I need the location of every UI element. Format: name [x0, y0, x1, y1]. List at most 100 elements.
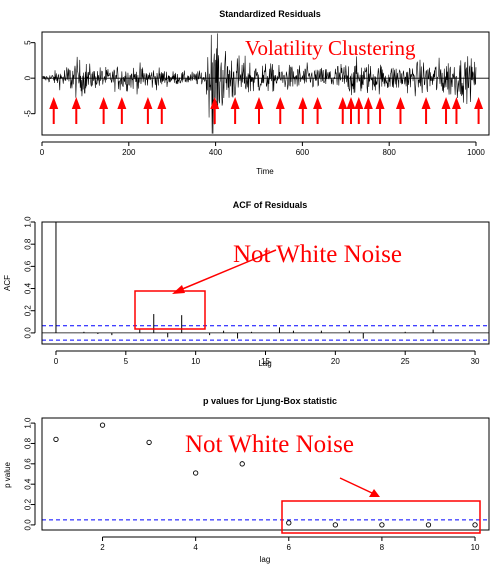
ljung-box-highlight-box [281, 500, 481, 534]
ljung-box-x-tick-label: 8 [380, 543, 385, 552]
residuals-plot-area [42, 33, 489, 134]
cluster-arrow-head [71, 97, 81, 109]
acf-highlight-box [134, 290, 206, 330]
residuals-x-tick-label: 600 [296, 148, 310, 157]
ljung-box-x-tick-label: 2 [100, 543, 105, 552]
cluster-arrow-head [254, 97, 264, 109]
residuals-x-label: Time [256, 167, 274, 176]
cluster-arrow-head [395, 97, 405, 109]
ljung-box-title: p values for Ljung-Box statistic [203, 396, 337, 406]
ljung-box-panel: p values for Ljung-Box statistic 2 4 6 8 10 … [3, 396, 490, 564]
cluster-arrow-head [117, 97, 127, 109]
ljung-box-y-tick-label: 0.2 [24, 498, 33, 510]
cluster-markers [49, 97, 484, 124]
acf-x-tick-label: 0 [54, 357, 59, 366]
residuals-x-tick-label: 0 [40, 148, 45, 157]
ljung-box-x-axis: 2 4 6 8 10 [100, 536, 480, 552]
acf-x-label: Lag [258, 359, 271, 368]
residuals-panel: Standardized Residuals 0 200 400 600 800 1000… [24, 9, 490, 176]
volatility-clustering-annotation: Volatility Clustering [245, 36, 416, 60]
acf-y-tick-label: 1.0 [24, 216, 33, 228]
p-value-point [146, 439, 152, 446]
acf-plot-frame [41, 221, 490, 345]
residuals-title: Standardized Residuals [219, 9, 321, 19]
cluster-arrow-head [441, 97, 451, 109]
acf-x-tick-label: 10 [191, 357, 200, 366]
ljung-box-x-tick-label: 6 [287, 543, 292, 552]
acf-y-tick-label: 0.8 [24, 238, 33, 250]
cluster-arrow-head [298, 97, 308, 109]
cluster-arrow-head [451, 97, 461, 109]
acf-x-tick-label: 25 [401, 357, 410, 366]
cluster-arrow-head [421, 97, 431, 109]
ljung-box-plot-frame [41, 417, 490, 531]
p-value-point [332, 522, 338, 528]
residuals-plot-frame [41, 31, 490, 136]
ljung-box-plot-area [42, 422, 489, 528]
acf-x-tick-label: 5 [124, 357, 129, 366]
cluster-arrow-head [210, 97, 220, 109]
acf-title: ACF of Residuals [233, 200, 308, 210]
cluster-arrow-head [346, 97, 356, 109]
acf-x-tick-label: 20 [331, 357, 340, 366]
acf-annotation-arrow [179, 249, 277, 291]
residuals-x-axis: 0 200 400 600 800 1000 [40, 141, 485, 157]
ljung-box-x-label: lag [260, 555, 271, 564]
ljung-box-y-tick-label: 0.8 [24, 437, 33, 449]
p-value-point [193, 470, 199, 476]
cluster-arrow-head [363, 97, 373, 109]
cluster-arrow-head [313, 97, 323, 109]
acf-y-tick-label: 0.2 [24, 305, 33, 317]
cluster-arrow-head [99, 97, 109, 109]
residuals-x-tick-label: 1000 [467, 148, 485, 157]
acf-annotation-arrowhead [172, 285, 185, 294]
ljung-box-y-label: p value [3, 462, 12, 488]
residuals-x-tick-label: 400 [209, 148, 223, 157]
ljung-box-annotation-arrowhead [369, 489, 380, 497]
p-value-point [425, 522, 432, 528]
residuals-y-tick-label: 0 [24, 75, 33, 80]
ljung-box-y-tick-label: 0.0 [24, 519, 33, 531]
cluster-arrow-head [275, 97, 285, 109]
acf-y-axis: 0.0 0.2 0.4 0.6 0.8 1.0 [24, 216, 36, 339]
p-value-point [239, 461, 245, 467]
ljung-box-annotation-arrow [339, 477, 373, 494]
ljung-box-y-axis: 0.0 0.2 0.4 0.6 0.8 1.0 [24, 417, 36, 530]
ljung-box-x-tick-label: 10 [471, 543, 480, 552]
p-value-point [53, 436, 59, 443]
ljung-box-y-tick-label: 0.4 [24, 478, 33, 490]
acf-y-label: ACF [3, 275, 12, 291]
p-value-point [99, 422, 106, 428]
residuals-x-tick-label: 800 [383, 148, 397, 157]
residual-series-line [42, 33, 477, 134]
acf-plot-area [42, 222, 489, 341]
cluster-arrow-head [375, 97, 385, 109]
ljung-box-x-tick-label: 4 [193, 543, 198, 552]
cluster-arrow-head [474, 97, 484, 109]
acf-x-axis: 0 5 10 15 20 25 30 [54, 350, 480, 366]
ljung-box-y-tick-label: 0.6 [24, 458, 33, 470]
acf-y-tick-label: 0.0 [24, 327, 33, 339]
cluster-arrow-head [354, 97, 364, 109]
acf-x-tick-label: 30 [471, 357, 480, 366]
p-value-point [286, 520, 292, 526]
cluster-arrow-head [230, 97, 240, 109]
cluster-arrow-head [143, 97, 153, 109]
cluster-arrow-head [49, 97, 59, 109]
cluster-arrow-head [338, 97, 348, 109]
p-value-point [379, 522, 385, 528]
residuals-y-axis: -5 0 5 [24, 40, 36, 117]
residuals-y-tick-label: -5 [24, 110, 33, 118]
acf-not-white-noise-annotation: Not White Noise [233, 241, 402, 268]
acf-x-tick-label: 15 [261, 357, 270, 366]
acf-panel: ACF of Residuals 0 5 10 15 20 25 30 0.00.20.40… [3, 200, 490, 368]
residuals-y-tick-label: 5 [24, 40, 33, 45]
ljung-box-not-white-noise-annotation: Not White Noise [185, 431, 354, 458]
ljung-box-y-tick-label: 1.0 [24, 417, 33, 429]
cluster-arrow-head [157, 97, 167, 109]
acf-y-tick-label: 0.6 [24, 260, 33, 272]
p-value-point [472, 522, 478, 528]
residuals-x-tick-label: 200 [122, 148, 136, 157]
acf-y-tick-label: 0.4 [24, 282, 33, 294]
